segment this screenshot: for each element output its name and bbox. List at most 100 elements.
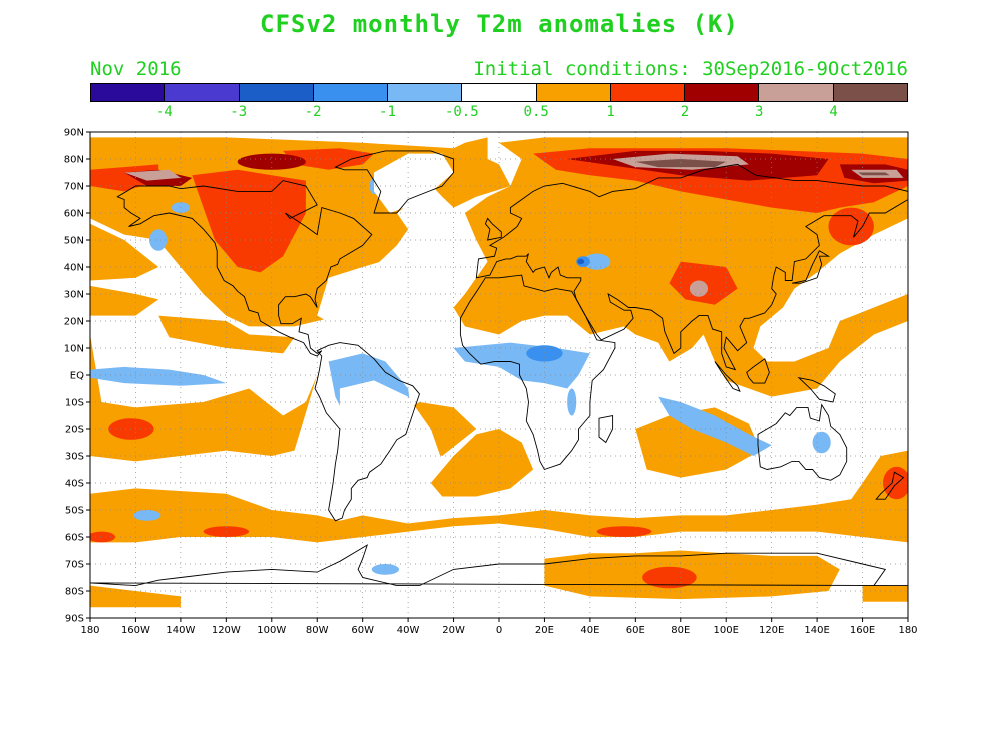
coast-japan [792, 250, 831, 284]
fill-red-canada [192, 169, 306, 273]
lat-label: EQ [70, 371, 84, 382]
fill-orange-n-pacific [90, 223, 159, 281]
colorbar-label: -4 [155, 104, 173, 120]
graticule [90, 132, 908, 618]
colorbar-segment [165, 84, 240, 101]
fill-red-s-ocean-e [203, 526, 250, 537]
fill-blue-c-africa [453, 342, 590, 389]
fill-orange-s-atlantic [430, 429, 534, 497]
axis-ticks: 90N 80N 70N 60N 50N 40N 30N 20N 10N EQ 10S 20S 30S 40… [64, 128, 918, 637]
lat-label: 90S [65, 614, 84, 625]
colorbar-labels: -4 -3 -2 -1 -0.5 0.5 1 2 3 4 [90, 104, 908, 122]
lat-label: 20N [64, 317, 84, 328]
lon-label: 120W [212, 625, 241, 636]
lat-label: 10N [64, 344, 84, 355]
fill-blue-s-pacific [133, 510, 161, 521]
fill-pink-tibet [689, 280, 709, 297]
coast-sumatra [714, 361, 741, 393]
lat-label: 40S [65, 479, 84, 490]
lat-label: 80N [64, 155, 84, 166]
fill-blue-australia [812, 431, 831, 454]
colorbar-label: 2 [680, 104, 690, 120]
coast-borneo [746, 358, 770, 384]
fill-orange-southern-ocean [90, 450, 908, 543]
colorbar-segment [313, 84, 389, 101]
colorbar-label: 0.5 [523, 104, 549, 120]
fill-blue2-c-africa [526, 345, 563, 362]
fill-red-s-ocean-w [90, 531, 115, 543]
lon-label: 60W [351, 625, 374, 636]
fill-brown-kara [635, 159, 727, 168]
lon-label: 100E [714, 625, 739, 636]
coast-south-america [314, 342, 421, 522]
lon-label: 140E [804, 625, 829, 636]
colorbar-label: -3 [230, 104, 248, 120]
fill-red-antarctica [642, 566, 697, 589]
fill-brown-siberia [858, 172, 890, 176]
fill-orange-e-pacific [158, 315, 295, 354]
lon-label: 160E [850, 625, 875, 636]
colorbar-label: 4 [829, 104, 838, 120]
lat-label: 70S [65, 560, 84, 571]
colorbar-segment [462, 84, 537, 101]
lon-label: 40W [397, 625, 420, 636]
fill-blue-eq-pacific [90, 366, 227, 386]
initial-conditions: Initial conditions: 30Sep2016-9Oct2016 [473, 58, 908, 80]
colorbar-segment [388, 84, 463, 101]
coast-greenland [334, 150, 455, 214]
lat-label: 10S [65, 398, 84, 409]
lon-label: 180 [80, 625, 99, 636]
colorbar-label: -1 [379, 104, 396, 120]
lon-label: 180 [898, 625, 917, 636]
fill-blue-weddell [371, 564, 400, 575]
fill-darkred-arctic-canada [237, 153, 306, 170]
colorbar-label: -2 [304, 104, 322, 120]
fill-orange-ross [90, 585, 181, 608]
forecast-month: Nov 2016 [90, 58, 182, 80]
lat-label: 20S [65, 425, 84, 436]
lon-label: 60E [626, 625, 645, 636]
lat-label: 60S [65, 533, 84, 544]
lat-label: 40N [64, 263, 84, 274]
lon-label: 80W [306, 625, 329, 636]
fill-blue-gulf-alaska [149, 229, 168, 251]
fill-red-chukchi [90, 164, 159, 192]
colorbar-segment [685, 84, 760, 101]
coast-new-zealand [875, 471, 905, 500]
coast-australia [757, 403, 848, 481]
fill-red-nz [883, 466, 908, 500]
fill-blue3-black-sea [577, 258, 585, 265]
colorbar-label: 1 [606, 104, 615, 120]
coast-africa [459, 274, 616, 471]
lat-label: 50N [64, 236, 84, 247]
lon-label: 140W [166, 625, 195, 636]
fill-red-s-indian-ocean [596, 526, 652, 537]
lon-label: 20W [442, 625, 465, 636]
fill-blue-e-africa [567, 388, 577, 416]
colorbar-segment [91, 84, 166, 101]
lat-label: 30N [64, 290, 84, 301]
colorbar [90, 83, 908, 102]
lon-label: 120E [759, 625, 784, 636]
lon-label: 0 [496, 625, 502, 636]
fill-red-ellesmere [283, 148, 374, 170]
coastlines [90, 150, 908, 587]
coast-madagascar [598, 414, 614, 444]
fill-white-greenland [374, 153, 454, 213]
fill-white-s-america [339, 380, 443, 483]
fill-orange-s-pacific [90, 334, 318, 462]
lon-label: 20E [535, 625, 554, 636]
lat-label: 30S [65, 452, 84, 463]
lat-label: 80S [65, 587, 84, 598]
colorbar-segment [536, 84, 611, 101]
lat-label: 50S [65, 506, 84, 517]
fill-orange-ross-e [862, 585, 908, 602]
colorbar-segment [759, 84, 834, 101]
colorbar-label: 3 [755, 104, 764, 120]
lat-label: 60N [64, 209, 84, 220]
lon-label: 80E [671, 625, 690, 636]
fill-orange-pacific-sub [90, 285, 159, 316]
colorbar-segment [833, 84, 907, 101]
lon-label: 100W [257, 625, 286, 636]
